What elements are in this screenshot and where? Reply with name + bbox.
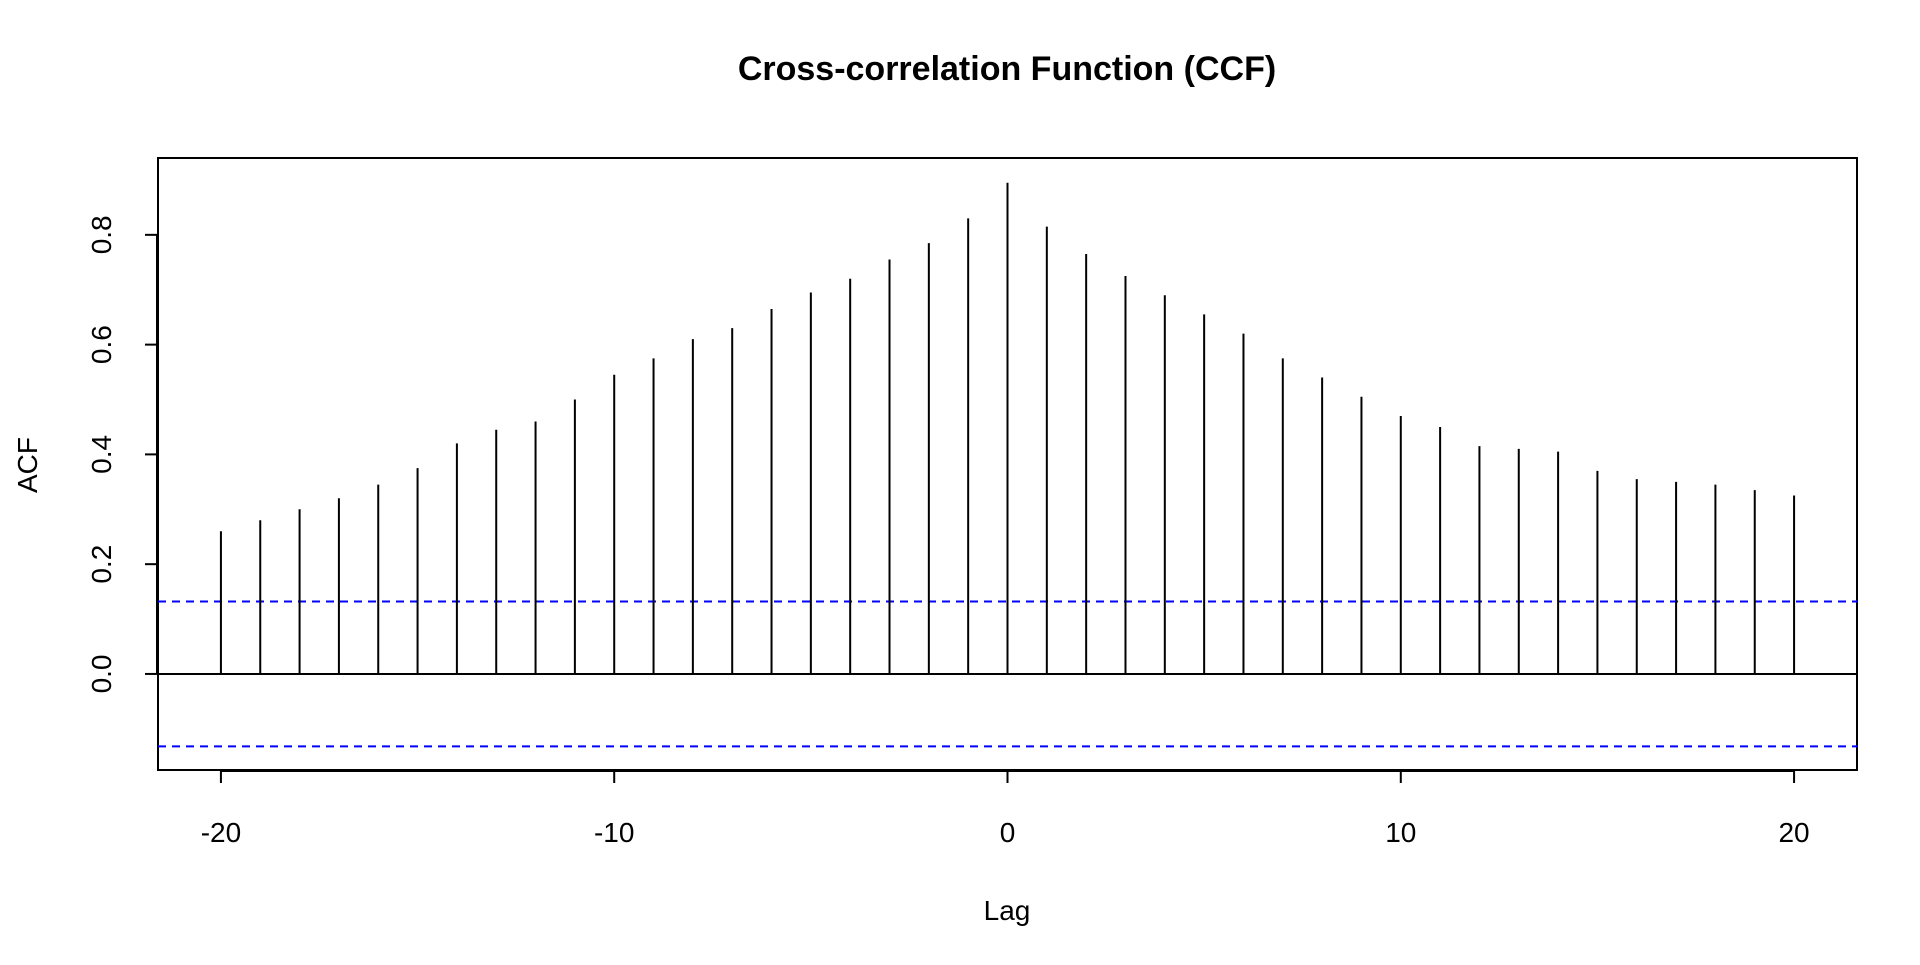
x-tick-label: -10 xyxy=(594,817,634,848)
x-tick-label: 10 xyxy=(1385,817,1416,848)
y-axis-label: ACF xyxy=(12,437,43,493)
x-tick-label: 20 xyxy=(1778,817,1809,848)
y-tick-label: 0.6 xyxy=(86,325,117,364)
y-tick-label: 0.4 xyxy=(86,435,117,474)
x-tick-label: 0 xyxy=(1000,817,1016,848)
y-tick-label: 0.0 xyxy=(86,654,117,693)
chart-title: Cross-correlation Function (CCF) xyxy=(738,50,1276,88)
plot-area: -20 -10 0 10 20 0.0 0.2 0.4 0.6 0.8 xyxy=(86,157,1858,848)
y-tick-label: 0.8 xyxy=(86,215,117,254)
x-axis-label: Lag xyxy=(984,895,1031,926)
x-tick-label: -20 xyxy=(201,817,241,848)
y-tick-label: 0.2 xyxy=(86,545,117,584)
